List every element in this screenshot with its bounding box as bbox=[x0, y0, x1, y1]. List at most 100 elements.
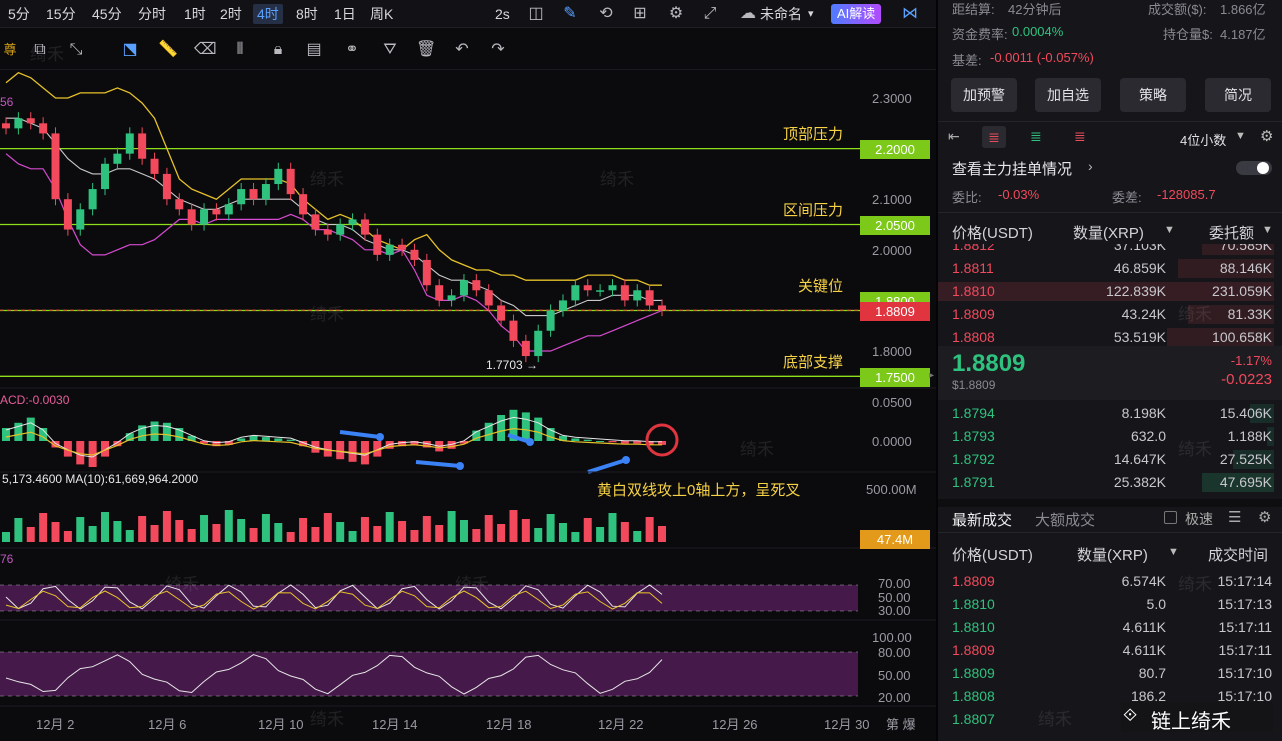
watermark: 绮禾 bbox=[1038, 710, 1072, 729]
bid-row[interactable]: 1.8794 8.198K 15.406K bbox=[938, 402, 1282, 425]
tf-5m[interactable]: 5分 bbox=[8, 6, 30, 22]
book-mode-bids-icon[interactable]: ≣ bbox=[1030, 128, 1042, 144]
trades-header-time: 成交时间 bbox=[1208, 547, 1269, 564]
eraser-icon[interactable]: ⌫ bbox=[194, 41, 217, 58]
macd-bar bbox=[299, 441, 308, 447]
settings-icon[interactable]: ⚙ bbox=[668, 5, 684, 22]
macd-bar bbox=[51, 441, 60, 448]
tab-large-trades[interactable]: 大额成交 bbox=[1035, 512, 1096, 529]
tf-2h[interactable]: 2时 bbox=[220, 6, 242, 22]
magnet-icon[interactable]: ⫴ bbox=[236, 41, 244, 58]
trend-tool-icon[interactable]: ⬔ bbox=[122, 41, 138, 58]
template-icon[interactable]: ▤ bbox=[306, 41, 322, 58]
link-icon[interactable]: ⚭ bbox=[345, 41, 359, 58]
chart-area[interactable]: 5分 15分 45分 分时 1时 2时 4时 8时 1日 周K 2s ◫ ✎ ⟲… bbox=[0, 0, 936, 741]
panel-divider[interactable] bbox=[936, 0, 938, 741]
strategy-button[interactable]: 策略 bbox=[1120, 78, 1186, 112]
volume-bar bbox=[521, 519, 530, 542]
book-header-qty[interactable]: 数量(XRP) bbox=[1073, 225, 1144, 242]
tf-timeshare[interactable]: 分时 bbox=[138, 6, 166, 22]
copy-icon[interactable]: ⧉ bbox=[34, 41, 46, 58]
bid-row[interactable]: 1.8793 632.0 1.188K bbox=[938, 425, 1282, 448]
layout-name[interactable]: 未命名 bbox=[760, 6, 802, 22]
trade-row: 1.8809 4.611K 15:17:11 bbox=[938, 639, 1282, 662]
interval-select[interactable]: 2s bbox=[495, 6, 510, 22]
filter-icon[interactable]: ⛛ bbox=[383, 41, 397, 58]
grid-icon[interactable]: ⊞ bbox=[633, 5, 647, 22]
collapse-arrow-icon[interactable]: ▸ bbox=[929, 370, 935, 381]
draw-pen-icon[interactable]: ✎ bbox=[563, 5, 577, 22]
bid-price: 1.8792 bbox=[952, 451, 995, 467]
candle-body bbox=[162, 173, 171, 200]
book-settings-icon[interactable]: ⚙ bbox=[1260, 128, 1274, 145]
main-orders-toggle[interactable] bbox=[1236, 161, 1272, 175]
volume-bar bbox=[63, 531, 72, 542]
tab-latest-trades[interactable]: 最新成交 bbox=[952, 512, 1013, 529]
ask-row[interactable]: 1.8809 43.24K 81.33K bbox=[938, 303, 1282, 326]
overview-button[interactable]: 简况 bbox=[1205, 78, 1271, 112]
main-orders-link[interactable]: 查看主力挂单情况 bbox=[952, 161, 1073, 178]
tf-1d[interactable]: 1日 bbox=[334, 6, 356, 22]
ask-row[interactable]: 1.8811 46.859K 88.146K bbox=[938, 257, 1282, 280]
candle-body bbox=[658, 305, 666, 311]
ask-row[interactable]: 1.8810 122.839K 231.059K bbox=[938, 280, 1282, 303]
trades-settings-icon[interactable]: ⚙ bbox=[1258, 509, 1272, 526]
tf-1h[interactable]: 1时 bbox=[184, 6, 206, 22]
line-tool-icon[interactable]: ⤡ bbox=[69, 41, 83, 58]
kline-chart[interactable] bbox=[0, 72, 936, 741]
chevron-down-icon[interactable]: ▼ bbox=[1235, 130, 1246, 142]
trade-price: 1.8810 bbox=[952, 596, 995, 612]
candle-body bbox=[26, 118, 35, 124]
volume-bar bbox=[558, 523, 567, 542]
chevron-down-icon[interactable]: ▼ bbox=[1262, 224, 1273, 236]
undo-box-icon[interactable]: ⟲ bbox=[599, 5, 613, 22]
macd-dea-line bbox=[5, 427, 662, 456]
bid-amount: 15.406K bbox=[1219, 405, 1272, 421]
chevron-down-icon[interactable]: ▼ bbox=[1164, 224, 1175, 236]
ask-row[interactable]: 1.8812 37.103K 70.585K bbox=[938, 244, 1282, 257]
tf-4h[interactable]: 4时 bbox=[253, 4, 283, 24]
macd-tick: 0.0000 bbox=[872, 434, 912, 449]
candle-body bbox=[558, 300, 567, 311]
trash-icon[interactable]: 🗑︎ bbox=[416, 41, 437, 58]
filter-list-icon[interactable]: ☰ bbox=[1228, 509, 1242, 526]
ai-analysis-button[interactable]: AI解读 bbox=[831, 4, 882, 24]
ruler-icon[interactable]: 📏 bbox=[158, 41, 178, 58]
volume-bar bbox=[658, 526, 666, 542]
camera-icon[interactable]: ◫ bbox=[528, 5, 544, 22]
add-watchlist-button[interactable]: 加自选 bbox=[1035, 78, 1101, 112]
book-mode-both-icon[interactable]: ⇤ bbox=[948, 128, 960, 144]
macd-bar bbox=[459, 441, 468, 444]
lock-icon[interactable]: 🔒︎ bbox=[273, 41, 283, 58]
book-mode-asks-icon[interactable]: ≣ bbox=[1074, 128, 1086, 144]
book-header-amount[interactable]: 委托额 bbox=[1209, 225, 1255, 242]
chevron-right-icon[interactable]: › bbox=[1088, 158, 1093, 174]
macd-bar bbox=[633, 441, 642, 444]
volume-bar bbox=[150, 525, 159, 542]
book-mode-split-icon[interactable]: ≣ bbox=[982, 126, 1006, 148]
add-alert-button[interactable]: 加预警 bbox=[951, 78, 1017, 112]
trades-header-qty[interactable]: 数量(XRP) bbox=[1077, 547, 1148, 564]
strategy-tab-fragment[interactable]: 尊 bbox=[3, 42, 17, 57]
volume-bar bbox=[484, 515, 493, 542]
candle-body bbox=[596, 290, 605, 292]
chevron-down-icon[interactable]: ▾ bbox=[808, 8, 814, 20]
tf-8h[interactable]: 8时 bbox=[296, 6, 318, 22]
redo-icon[interactable]: ↷ bbox=[491, 41, 505, 58]
volume-bar bbox=[162, 511, 171, 542]
chevron-down-icon[interactable]: ▼ bbox=[1168, 546, 1179, 558]
ask-row[interactable]: 1.8808 53.519K 100.658K bbox=[938, 326, 1282, 346]
macd-bar bbox=[237, 438, 246, 441]
candle-body bbox=[435, 285, 444, 301]
kdj-tick: 50.00 bbox=[878, 590, 911, 605]
bid-row[interactable]: 1.8791 25.382K 47.695K bbox=[938, 471, 1282, 494]
undo-icon[interactable]: ↶ bbox=[455, 41, 469, 58]
share-icon[interactable]: ⋈ bbox=[902, 5, 918, 22]
fullscreen-icon[interactable]: ⤢ bbox=[703, 5, 717, 22]
fast-checkbox[interactable] bbox=[1164, 511, 1177, 524]
tf-15m[interactable]: 15分 bbox=[46, 6, 76, 22]
bid-row[interactable]: 1.8792 14.647K 27.525K bbox=[938, 448, 1282, 471]
tf-week[interactable]: 周K bbox=[370, 6, 394, 22]
decimal-select[interactable]: 4位小数 bbox=[1180, 133, 1227, 148]
tf-45m[interactable]: 45分 bbox=[92, 6, 122, 22]
